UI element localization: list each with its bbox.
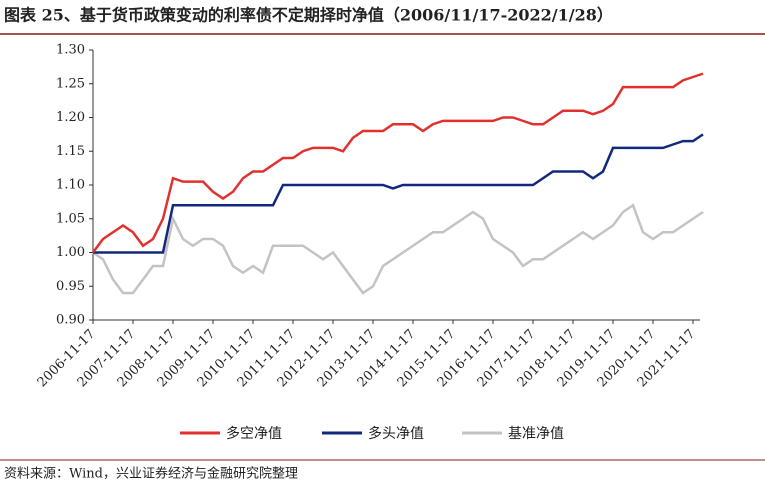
y-tick-label: 1.05 [56,211,85,226]
chart-title: 图表 25、基于货币政策变动的利率债不定期择时净值（2006/11/17-202… [4,6,613,25]
source-note: 资料来源：Wind，兴业证券经济与金融研究院整理 [4,466,298,482]
y-tick-label: 0.95 [56,279,85,294]
y-tick-label: 1.20 [56,110,85,125]
y-tick-label: 1.25 [56,76,85,91]
legend-label: 多空净值 [226,425,282,442]
legend-label: 多头净值 [368,425,424,442]
y-tick-label: 0.90 [56,313,85,328]
series-line [92,203,704,295]
y-tick-label: 1.00 [56,245,85,260]
y-tick-label: 1.30 [56,43,85,58]
series-line [91,72,704,254]
y-tick-label: 1.15 [56,144,85,159]
legend-label: 基准净值 [508,425,564,442]
series-line [93,133,704,254]
y-tick-label: 1.10 [56,178,85,193]
